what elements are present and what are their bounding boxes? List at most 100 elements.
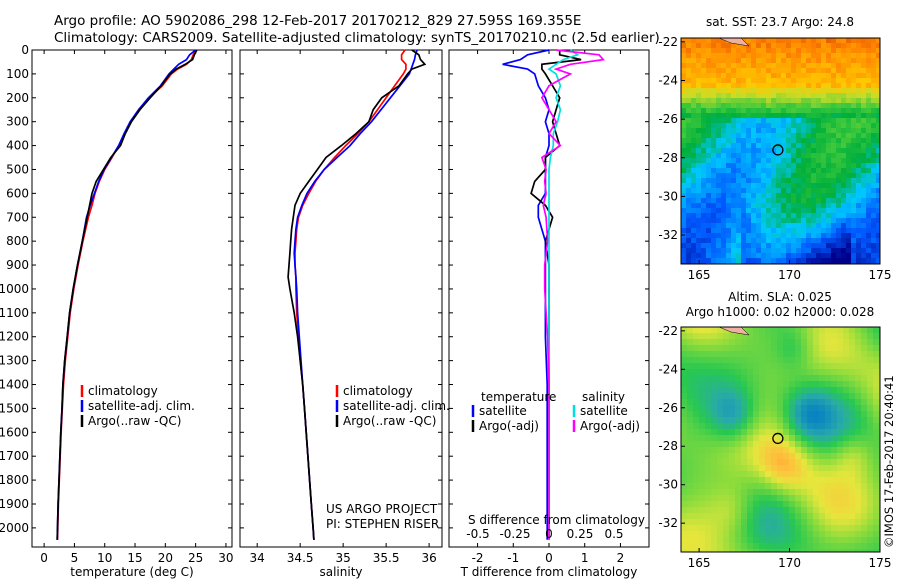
map-cell (841, 133, 847, 139)
map-cell (781, 93, 787, 99)
map-cell (873, 483, 880, 490)
map-cell (783, 339, 790, 346)
map-cell (811, 248, 817, 254)
map-cell (746, 223, 752, 229)
x-tick-label: 1 (581, 551, 589, 565)
map-cell (819, 477, 826, 484)
map-cell (723, 411, 730, 418)
map-cell (747, 423, 754, 430)
map-cell (753, 471, 760, 478)
map-cell (801, 513, 808, 520)
map-cell (866, 168, 872, 174)
map-cell (726, 153, 732, 159)
map-cell (837, 351, 844, 358)
map-cell (861, 223, 867, 229)
map-cell (866, 228, 872, 234)
map-cell (711, 113, 717, 119)
map-cell (819, 495, 826, 502)
map-cell (831, 435, 838, 442)
map-cell (831, 38, 837, 44)
map-cell (821, 53, 827, 59)
map-cell (791, 223, 797, 229)
map-cell (781, 223, 787, 229)
map-cell (687, 381, 694, 388)
map-cell (756, 208, 762, 214)
map-cell (831, 399, 838, 406)
map-cell (801, 143, 807, 149)
map-cell (706, 183, 712, 189)
map-cell (705, 453, 712, 460)
sla-map (681, 327, 881, 553)
map-cell (706, 178, 712, 184)
map-cell (871, 98, 877, 104)
map-cell (711, 98, 717, 104)
map-cell (871, 188, 877, 194)
map-cell (756, 168, 762, 174)
map-cell (876, 78, 881, 84)
map-cell (861, 148, 867, 154)
map-cell (686, 123, 692, 129)
map-cell (851, 63, 857, 69)
map-cell (681, 118, 687, 124)
map-cell (776, 78, 782, 84)
map-cell (766, 68, 772, 74)
map-cell (861, 193, 867, 199)
map-cell (867, 453, 874, 460)
map-cell (861, 198, 867, 204)
map-cell (701, 128, 707, 134)
map-cell (681, 537, 688, 544)
map-cell (795, 549, 802, 553)
map-cell (706, 128, 712, 134)
map-cell (735, 435, 742, 442)
map-cell (711, 525, 718, 532)
map-cell (746, 253, 752, 259)
map-cell (789, 465, 796, 472)
map-cell (866, 143, 872, 149)
map-cell (813, 483, 820, 490)
map-cell (696, 183, 702, 189)
map-cell (816, 193, 822, 199)
map-cell (843, 429, 850, 436)
map-cell (766, 83, 772, 89)
map-cell (796, 208, 802, 214)
map-cell (801, 138, 807, 144)
map-cell (776, 238, 782, 244)
map-cell (776, 63, 782, 69)
map-cell (826, 168, 832, 174)
map-cell (693, 429, 700, 436)
map-cell (866, 83, 872, 89)
map-cell (729, 417, 736, 424)
map-cell (816, 238, 822, 244)
map-cell (825, 459, 832, 466)
map-cell (816, 123, 822, 129)
map-cell (717, 459, 724, 466)
map-cell (836, 83, 842, 89)
map-cell (781, 98, 787, 104)
map-cell (861, 83, 867, 89)
map-cell (696, 188, 702, 194)
map-cell (766, 138, 772, 144)
map-cell (826, 218, 832, 224)
map-cell (711, 531, 718, 538)
map-cell (871, 168, 877, 174)
map-cell (807, 423, 814, 430)
map-cell (807, 459, 814, 466)
map-cell (791, 163, 797, 169)
map-cell (819, 513, 826, 520)
map-cell (811, 73, 817, 79)
map-cell (777, 507, 784, 514)
map-cell (731, 183, 737, 189)
map-cell (801, 507, 808, 514)
map-cell (821, 68, 827, 74)
map-cell (791, 183, 797, 189)
map-cell (771, 258, 777, 264)
map-cell (751, 238, 757, 244)
top-axis-label: S difference from climatology (468, 513, 645, 527)
map-cell (871, 48, 877, 54)
map-cell (717, 531, 724, 538)
map-cell (706, 138, 712, 144)
map-cell (801, 233, 807, 239)
map-cell (789, 471, 796, 478)
map-cell (751, 38, 757, 44)
map-cell (795, 345, 802, 352)
